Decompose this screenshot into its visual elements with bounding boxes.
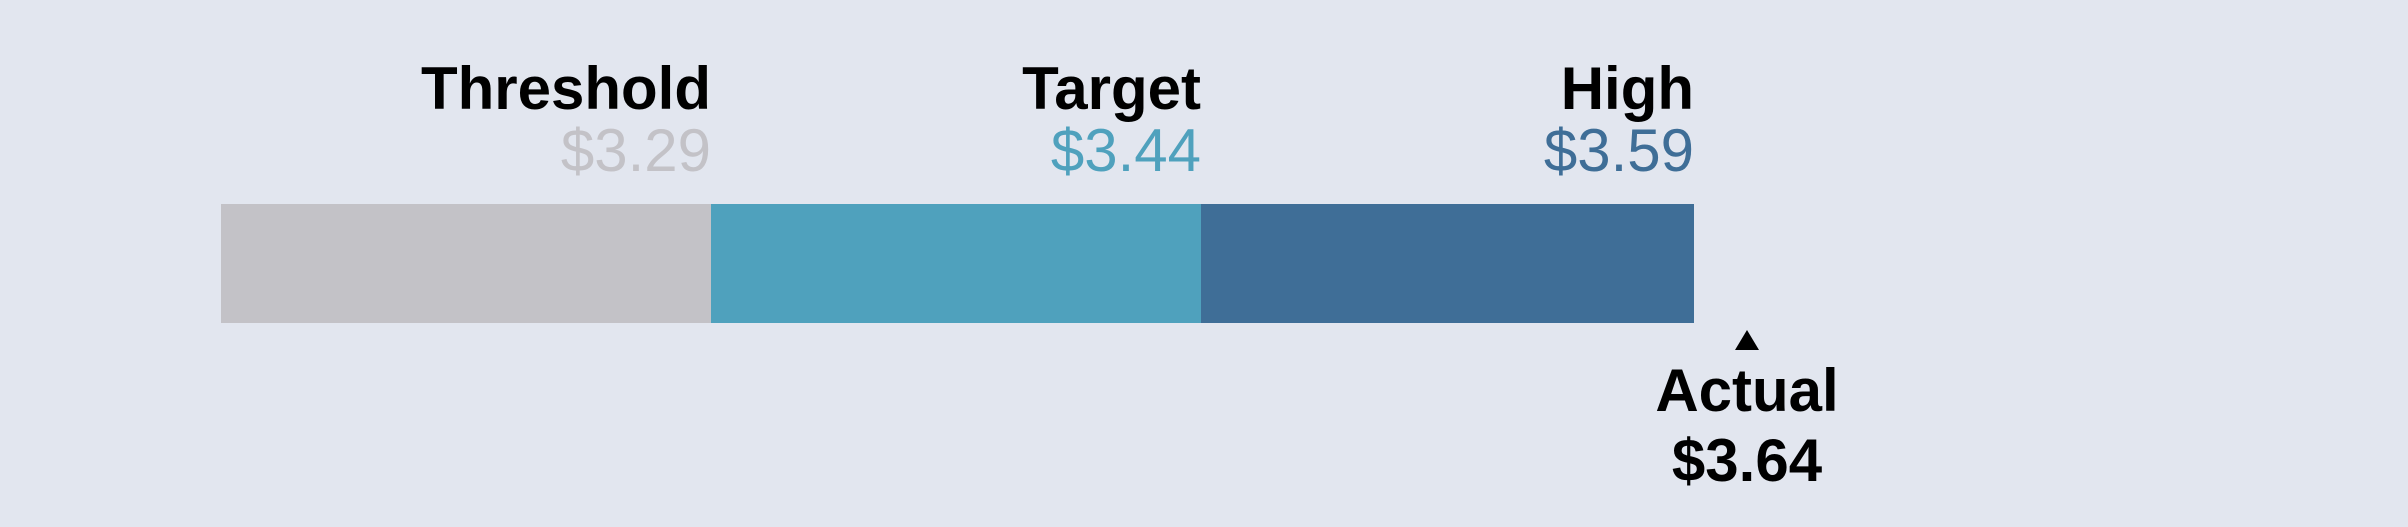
segment-target	[711, 204, 1201, 323]
actual-value: $3.64	[1671, 427, 1823, 494]
high-label: High	[1560, 55, 1694, 122]
threshold-value: $3.29	[560, 117, 711, 184]
actual-label: Actual	[1655, 357, 1839, 424]
segment-threshold	[221, 204, 711, 323]
high-value: $3.59	[1543, 117, 1694, 184]
target-value: $3.44	[1050, 117, 1201, 184]
actual-marker-triangle-icon	[1735, 330, 1759, 350]
target-label: Target	[1022, 55, 1201, 122]
segment-high	[1201, 204, 1694, 323]
threshold-label: Threshold	[420, 55, 711, 122]
